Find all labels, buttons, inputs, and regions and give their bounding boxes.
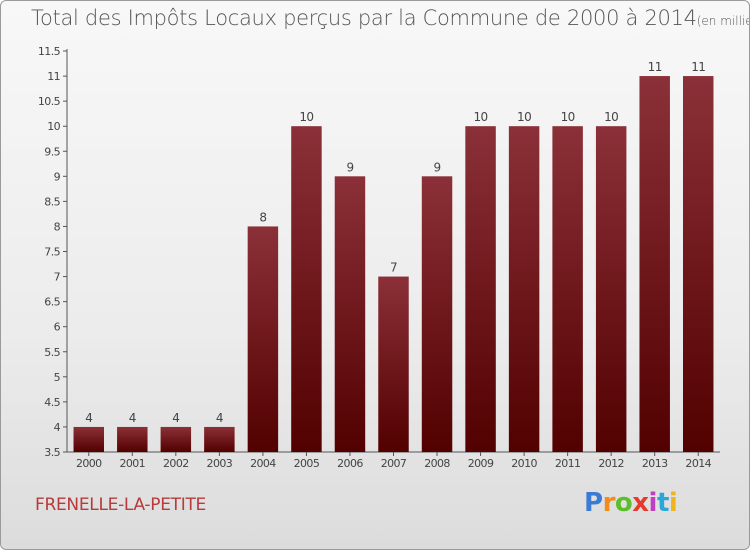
- bars: 4 4 4 4 8 10 9 7 9 10 10 10 10 11 11: [73, 60, 714, 452]
- y-tick-label: 11.5: [38, 45, 61, 58]
- x-tick-label: 2000: [76, 457, 102, 470]
- y-tick-label: 4: [54, 421, 61, 434]
- bar: [552, 126, 583, 452]
- y-tick-label: 6.5: [44, 296, 60, 309]
- y-tick-label: 5: [54, 371, 61, 384]
- bar: [247, 226, 279, 452]
- x-tick-label: 2006: [337, 457, 363, 470]
- bar: [595, 126, 627, 452]
- bar: [378, 276, 409, 452]
- bar: [160, 426, 192, 452]
- x-tick-label: 2003: [207, 457, 233, 470]
- y-tick-label: 4.5: [44, 396, 60, 409]
- y-tick-label: 7.5: [44, 246, 60, 259]
- commune-name: FRENELLE-LA-PETITE: [35, 495, 206, 515]
- x-tick-label: 2007: [381, 457, 407, 470]
- x-tick-label: 2002: [163, 457, 189, 470]
- y-tick-label: 3.5: [44, 446, 60, 459]
- bar-value-label: 10: [517, 110, 531, 124]
- chart-title: Total des Impôts Locaux perçus par la Co…: [31, 6, 749, 30]
- proxiti-logo: Proxiti: [584, 488, 678, 518]
- bar: [465, 126, 496, 452]
- x-tick-label: 2010: [511, 457, 537, 470]
- bar: [508, 126, 540, 452]
- axes: 3.5 4 4.5 5 5.5 6 6.5 7 7.5 8 8.5 9 9.5 10 10.5 11 11.5 2…: [38, 45, 720, 470]
- bar-value-label: 4: [216, 411, 223, 425]
- y-tick-label: 8.5: [44, 195, 60, 208]
- bar: [639, 76, 670, 452]
- y-tick-label: 9.5: [44, 145, 60, 158]
- x-tick-label: 2008: [424, 457, 450, 470]
- bar-value-label: 10: [604, 110, 618, 124]
- bar-value-label: 11: [691, 60, 705, 74]
- bar-value-label: 9: [346, 160, 353, 174]
- y-tick-label: 9: [54, 170, 61, 183]
- bar: [421, 176, 453, 452]
- bar: [682, 76, 714, 452]
- y-tick-label: 11: [47, 70, 60, 83]
- bar-value-label: 4: [172, 411, 179, 425]
- y-tick-label: 8: [54, 220, 61, 233]
- bar: [73, 426, 105, 452]
- bar: [291, 126, 322, 452]
- bar-value-label: 8: [259, 210, 266, 224]
- bar: [204, 426, 235, 452]
- bar-value-label: 10: [561, 110, 575, 124]
- x-tick-label: 2009: [468, 457, 494, 470]
- y-tick-label: 10: [47, 120, 60, 133]
- x-tick-label: 2005: [294, 457, 320, 470]
- x-tick-label: 2013: [642, 457, 668, 470]
- bar: [117, 426, 148, 452]
- bar-value-label: 10: [474, 110, 488, 124]
- y-tick-label: 7: [54, 271, 61, 284]
- unit-note: (en milliers d'€): [696, 14, 749, 28]
- bar-value-label: 4: [129, 411, 136, 425]
- x-tick-label: 2001: [119, 457, 145, 470]
- title-text: Total des Impôts Locaux perçus par la Co…: [31, 6, 697, 30]
- x-tick-label: 2014: [685, 457, 711, 470]
- x-tick-label: 2011: [555, 457, 581, 470]
- bar-value-label: 4: [85, 411, 92, 425]
- bar-value-label: 10: [299, 110, 313, 124]
- bar: [334, 176, 366, 452]
- x-tick-label: 2012: [598, 457, 624, 470]
- y-tick-label: 5.5: [44, 346, 60, 359]
- y-tick-label: 10.5: [38, 95, 61, 108]
- x-tick-label: 2004: [250, 457, 276, 470]
- y-tick-label: 6: [54, 321, 61, 334]
- bar-value-label: 11: [648, 60, 662, 74]
- bar-value-label: 7: [390, 261, 397, 275]
- bar-value-label: 9: [434, 160, 441, 174]
